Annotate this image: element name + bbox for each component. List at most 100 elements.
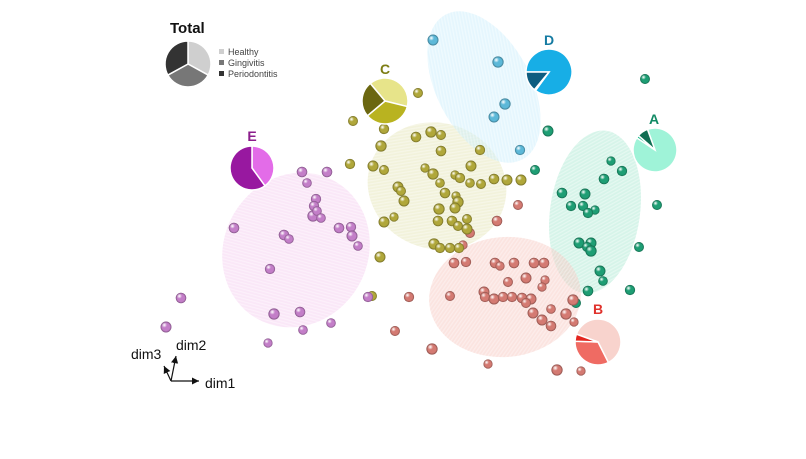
pie-b-slice-0 xyxy=(575,318,622,364)
point-c-1 xyxy=(348,116,358,126)
point-e-13 xyxy=(346,230,358,242)
pie-e xyxy=(229,145,275,191)
cluster-label-c: C xyxy=(380,61,390,77)
point-c-7 xyxy=(435,145,447,157)
pie-b-slice-2 xyxy=(574,333,599,343)
point-c-19 xyxy=(515,174,527,186)
point-b-4 xyxy=(448,257,460,269)
point-e-17 xyxy=(294,306,306,318)
cluster-label-b: B xyxy=(593,301,603,317)
cluster-ellipse-e xyxy=(222,172,370,328)
point-e-9 xyxy=(345,221,357,233)
point-c-9 xyxy=(344,158,356,170)
point-b-19 xyxy=(488,293,500,305)
point-b-20 xyxy=(497,291,509,303)
point-e-2 xyxy=(302,178,312,188)
point-c-25 xyxy=(439,187,451,199)
point-b-14 xyxy=(537,282,547,292)
point-c-21 xyxy=(465,178,475,188)
pie-a xyxy=(632,127,678,173)
point-d-4 xyxy=(514,144,526,156)
cluster-ellipse-d xyxy=(427,11,541,163)
point-b-16 xyxy=(445,291,455,301)
point-b-28 xyxy=(536,314,548,326)
point-c-32 xyxy=(378,216,390,228)
point-b-17 xyxy=(403,291,415,303)
point-c-24 xyxy=(396,186,406,196)
point-c-33 xyxy=(462,214,472,224)
point-c-22 xyxy=(476,179,486,189)
point-a-16 xyxy=(634,242,644,252)
point-a-3 xyxy=(606,156,616,166)
point-a-0 xyxy=(640,74,650,84)
point-a-19 xyxy=(598,276,608,286)
point-c-37 xyxy=(461,223,473,235)
point-c-11 xyxy=(465,160,477,172)
pie-b-slice-1 xyxy=(574,340,610,366)
point-e-18 xyxy=(268,308,280,320)
cluster-pies: A B C D E xyxy=(229,32,678,366)
point-a-6 xyxy=(556,187,568,199)
point-b-26 xyxy=(546,304,556,314)
point-a-20 xyxy=(582,285,594,297)
legend-label-0: Healthy xyxy=(228,47,259,57)
point-e-14 xyxy=(353,241,363,251)
point-e-12 xyxy=(284,234,294,244)
axis-label-dim1: dim1 xyxy=(205,375,236,391)
cluster-label-e: E xyxy=(247,128,256,144)
point-c-16 xyxy=(454,172,466,184)
point-c-3 xyxy=(425,126,437,138)
cluster-label-d: D xyxy=(544,32,554,48)
point-e-15 xyxy=(264,263,276,275)
pie-c-slice-1 xyxy=(366,100,409,125)
point-c-8 xyxy=(474,144,486,156)
point-b-24 xyxy=(521,298,531,308)
point-a-9 xyxy=(565,200,577,212)
point-b-30 xyxy=(560,308,572,320)
point-c-42 xyxy=(374,251,386,263)
legend-label-2: Periodontitis xyxy=(228,69,278,79)
point-c-31 xyxy=(389,212,399,222)
point-b-35 xyxy=(551,364,563,376)
point-b-7 xyxy=(508,257,520,269)
cluster-label-a: A xyxy=(649,111,659,127)
pie-c xyxy=(361,77,409,125)
point-c-41 xyxy=(453,242,465,254)
point-d-2 xyxy=(499,98,511,110)
legend-swatch-2 xyxy=(219,71,224,76)
point-e-7 xyxy=(316,213,326,223)
point-c-10 xyxy=(367,160,379,172)
point-e-20 xyxy=(326,318,336,328)
pie-a-slice-2 xyxy=(637,128,656,151)
point-b-32 xyxy=(390,326,400,336)
point-b-8 xyxy=(528,257,540,269)
point-c-36 xyxy=(453,221,463,231)
point-b-18 xyxy=(479,291,491,303)
pie-c-slice-0 xyxy=(369,77,409,108)
point-b-36 xyxy=(576,366,586,376)
point-d-3 xyxy=(488,111,500,123)
point-c-2 xyxy=(378,123,390,135)
point-c-20 xyxy=(435,178,445,188)
point-a-4 xyxy=(616,165,628,177)
axis-dim2-arrow xyxy=(170,355,179,382)
point-c-17 xyxy=(488,173,500,185)
point-a-1 xyxy=(542,125,554,137)
legend-swatch-0 xyxy=(219,49,224,54)
point-b-12 xyxy=(503,277,513,287)
point-c-0 xyxy=(413,88,423,98)
legend-pie-slice-2 xyxy=(164,40,189,77)
point-c-27 xyxy=(398,195,410,207)
point-a-2 xyxy=(530,165,540,175)
point-b-21 xyxy=(506,291,518,303)
point-c-39 xyxy=(434,242,446,254)
point-e-16 xyxy=(175,292,187,304)
pie-c-slice-2 xyxy=(361,82,387,117)
legend-title: Total xyxy=(170,20,205,37)
point-b-31 xyxy=(569,317,579,327)
point-e-21 xyxy=(298,325,308,335)
point-c-30 xyxy=(449,202,461,214)
